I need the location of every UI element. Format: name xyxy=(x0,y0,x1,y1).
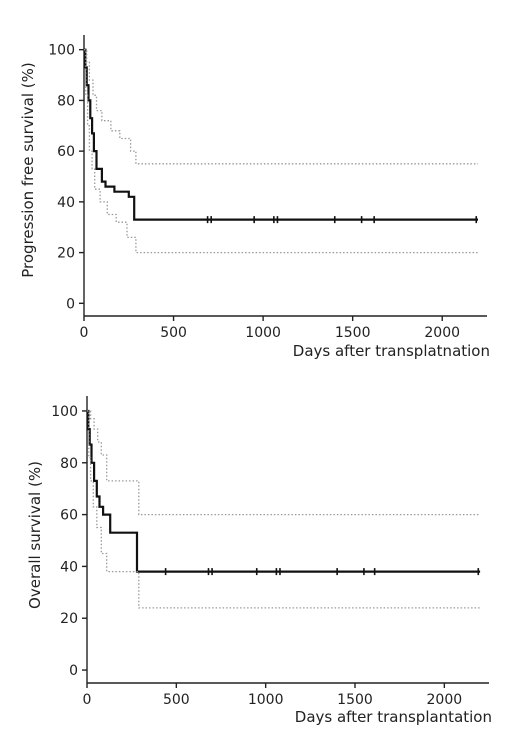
chart-top-y-tick-label: 100 xyxy=(48,43,75,59)
chart-top-survival-curve xyxy=(84,48,478,221)
chart-bottom-x-tick-label: 500 xyxy=(163,692,190,708)
chart-top-y-tick-label: 60 xyxy=(57,144,75,160)
chart-top-y-tick-label: 20 xyxy=(57,246,75,262)
chart-bottom-y-tick-label: 40 xyxy=(60,559,78,575)
chart-bottom: Overall survival (%) Days after transpla… xyxy=(26,396,492,726)
chart-top-y-tick-label: 80 xyxy=(57,93,75,109)
chart-top-y-axis-label: Progression free survival (%) xyxy=(19,62,37,277)
chart-bottom-y-tick-label: 0 xyxy=(69,663,78,679)
chart-top: Progression free survival (%) Days after… xyxy=(19,35,490,360)
chart-bottom-ci-upper-curve xyxy=(87,410,481,516)
chart-bottom-y-tick-label: 100 xyxy=(51,404,78,420)
chart-top-x-tick-label: 1000 xyxy=(245,325,281,341)
chart-bottom-x-tick-label: 1000 xyxy=(248,692,284,708)
chart-bottom-ci-lower-curve xyxy=(87,410,481,609)
chart-top-x-tick-label: 0 xyxy=(80,325,89,341)
chart-bottom-x-tick-label: 0 xyxy=(83,692,92,708)
chart-bottom-y-tick-label: 20 xyxy=(60,611,78,627)
chart-top-x-tick-label: 500 xyxy=(160,325,187,341)
chart-bottom-y-tick-label: 60 xyxy=(60,508,78,524)
chart-top-x-tick-label: 1500 xyxy=(335,325,371,341)
chart-bottom-x-tick-label: 2000 xyxy=(427,692,463,708)
chart-top-x-tick-label: 2000 xyxy=(424,325,460,341)
chart-top-x-axis-label: Days after transplatnation xyxy=(293,342,490,360)
chart-bottom-y-tick-label: 80 xyxy=(60,456,78,472)
chart-top-y-tick-label: 0 xyxy=(66,296,75,312)
chart-bottom-x-axis-label: Days after transplantation xyxy=(295,708,492,726)
chart-bottom-survival-curve xyxy=(87,409,481,573)
chart-top-y-tick-label: 40 xyxy=(57,195,75,211)
chart-bottom-y-axis-label: Overall survival (%) xyxy=(26,461,44,609)
chart-top-ci-lower-curve xyxy=(84,49,478,254)
chart-bottom-x-tick-label: 1500 xyxy=(337,692,373,708)
chart-top-ci-upper-curve xyxy=(84,49,478,165)
